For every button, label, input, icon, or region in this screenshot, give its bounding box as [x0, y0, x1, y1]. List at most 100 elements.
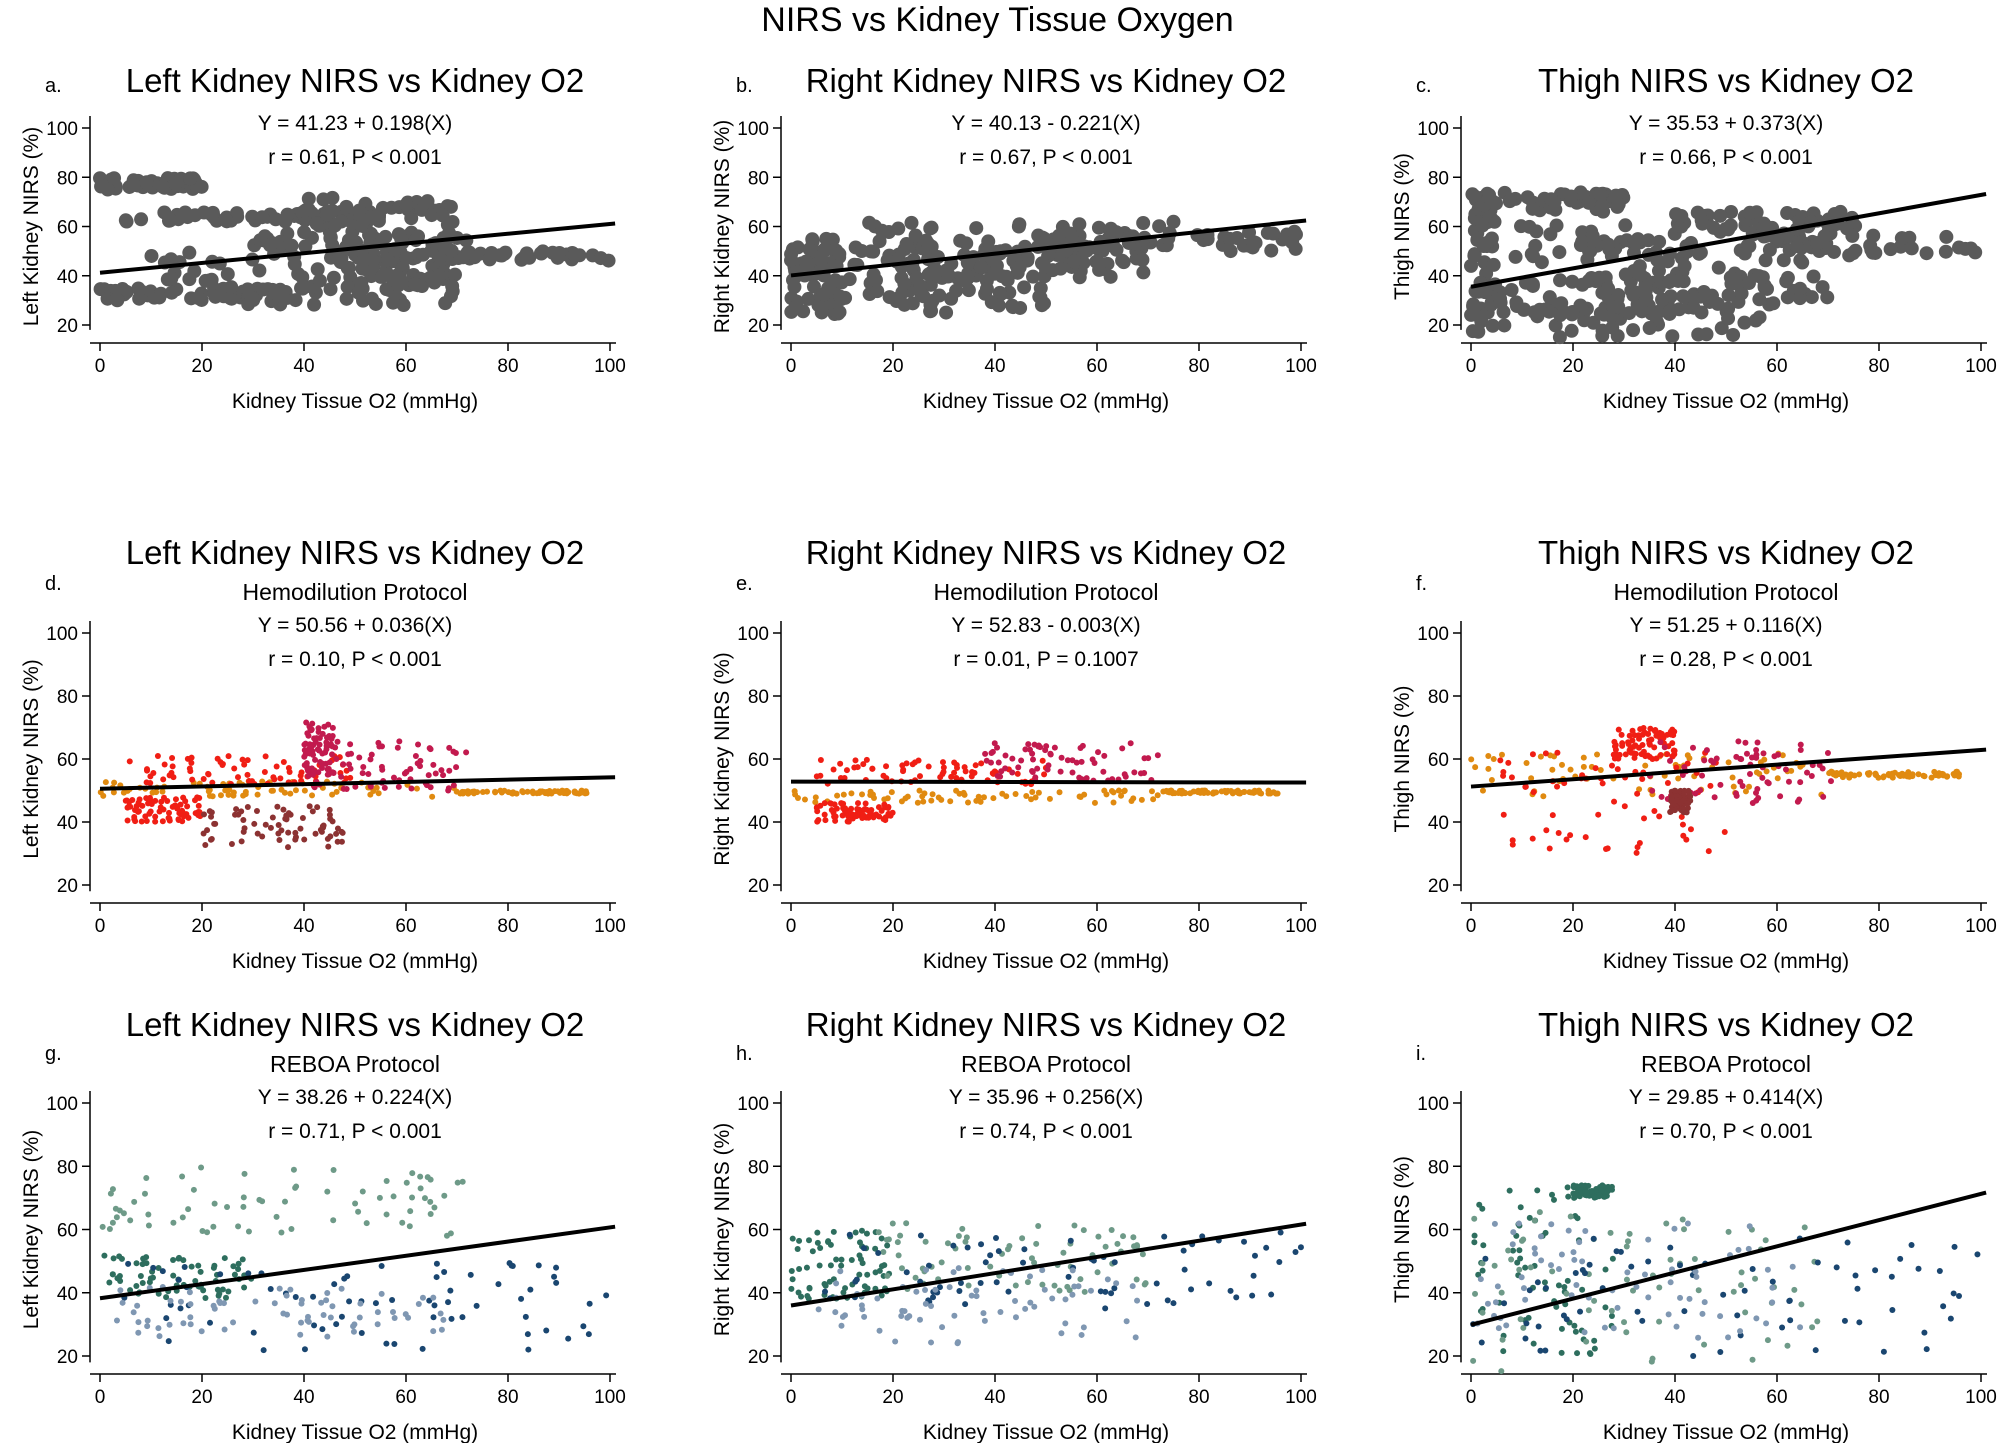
- data-point: [991, 740, 998, 747]
- x-tick-label: 40: [984, 356, 1005, 377]
- data-point: [182, 798, 189, 805]
- data-point: [1494, 1283, 1501, 1290]
- data-point: [994, 773, 1001, 780]
- data-point: [1673, 764, 1680, 771]
- data-point: [964, 1264, 971, 1271]
- data-point: [1227, 1287, 1234, 1294]
- data-point: [1943, 773, 1950, 780]
- data-point: [827, 1262, 834, 1269]
- data-point: [1537, 1347, 1544, 1354]
- data-point: [1022, 1305, 1029, 1312]
- data-point: [844, 818, 851, 825]
- data-point: [803, 1264, 810, 1271]
- data-point: [269, 814, 276, 821]
- data-point: [1095, 1233, 1102, 1240]
- data-point: [956, 1287, 963, 1294]
- data-point: [1534, 1279, 1541, 1286]
- x-tick-label: 80: [1868, 1387, 1889, 1408]
- data-point: [1029, 756, 1036, 763]
- data-point: [1520, 1324, 1527, 1331]
- data-point: [169, 803, 176, 810]
- data-point: [1629, 727, 1636, 734]
- data-point: [908, 228, 923, 243]
- data-point: [1598, 1187, 1605, 1194]
- data-point: [1752, 292, 1767, 307]
- data-point: [1166, 787, 1173, 794]
- data-point: [1292, 1248, 1299, 1255]
- data-point: [149, 1274, 156, 1281]
- data-point: [965, 1282, 972, 1289]
- data-point: [1583, 1190, 1590, 1197]
- data-point: [292, 1184, 299, 1191]
- data-point: [1101, 787, 1108, 794]
- data-point: [150, 1264, 157, 1271]
- data-point: [1036, 257, 1051, 272]
- data-point: [1493, 291, 1508, 306]
- data-point: [217, 1271, 224, 1278]
- data-point: [232, 811, 239, 818]
- data-point: [1791, 1286, 1798, 1293]
- data-point: [916, 773, 923, 780]
- data-point: [1593, 187, 1608, 202]
- data-point: [431, 1302, 438, 1309]
- data-point: [180, 1320, 187, 1327]
- data-point: [1622, 306, 1637, 321]
- data-point: [524, 788, 531, 795]
- data-point: [445, 1299, 452, 1306]
- data-point: [789, 1235, 796, 1242]
- data-point: [143, 1254, 150, 1261]
- data-point: [1564, 189, 1579, 204]
- data-point: [284, 238, 299, 253]
- data-point: [1819, 765, 1826, 772]
- data-point: [438, 296, 453, 311]
- data-point: [551, 788, 558, 795]
- data-point: [145, 1211, 152, 1218]
- x-tick-label: 80: [1188, 356, 1209, 377]
- data-point: [1544, 192, 1559, 207]
- data-point: [133, 1260, 140, 1267]
- data-point: [1612, 746, 1619, 753]
- data-point: [955, 1265, 962, 1272]
- data-point: [999, 269, 1014, 284]
- data-point: [891, 221, 906, 236]
- data-point: [1488, 777, 1495, 784]
- data-point: [1087, 1287, 1094, 1294]
- data-point: [138, 818, 145, 825]
- data-point: [572, 248, 587, 263]
- data-point: [163, 1315, 170, 1322]
- data-point: [399, 1219, 406, 1226]
- data-point: [1749, 1265, 1756, 1272]
- data-point: [1623, 1243, 1630, 1250]
- data-point: [1578, 1182, 1585, 1189]
- x-tick-label: 20: [1562, 916, 1583, 937]
- data-point: [1854, 1285, 1861, 1292]
- data-point: [326, 759, 333, 766]
- data-point: [909, 270, 924, 285]
- data-point: [553, 1264, 560, 1271]
- data-point: [1695, 1334, 1702, 1341]
- data-point: [1080, 1227, 1087, 1234]
- data-point: [1596, 1192, 1603, 1199]
- data-point: [378, 1290, 385, 1297]
- data-point: [1534, 1187, 1541, 1194]
- data-point: [1549, 812, 1556, 819]
- x-tick-label: 40: [1664, 356, 1685, 377]
- data-point: [303, 719, 310, 726]
- data-point: [241, 1170, 248, 1177]
- data-point: [524, 1331, 531, 1338]
- data-point: [1623, 1276, 1630, 1283]
- data-point: [427, 784, 434, 791]
- data-point: [1724, 205, 1739, 220]
- y-tick-label: 60: [1428, 750, 1449, 771]
- data-point: [1035, 743, 1042, 750]
- data-point: [1711, 794, 1718, 801]
- x-tick-label: 100: [1965, 356, 1997, 377]
- data-point: [1134, 1297, 1141, 1304]
- data-point: [1808, 772, 1815, 779]
- data-point: [855, 800, 862, 807]
- data-point: [1651, 263, 1666, 278]
- data-point: [1060, 1249, 1067, 1256]
- data-point: [338, 773, 345, 780]
- data-point: [861, 806, 868, 813]
- data-point: [1745, 1245, 1752, 1252]
